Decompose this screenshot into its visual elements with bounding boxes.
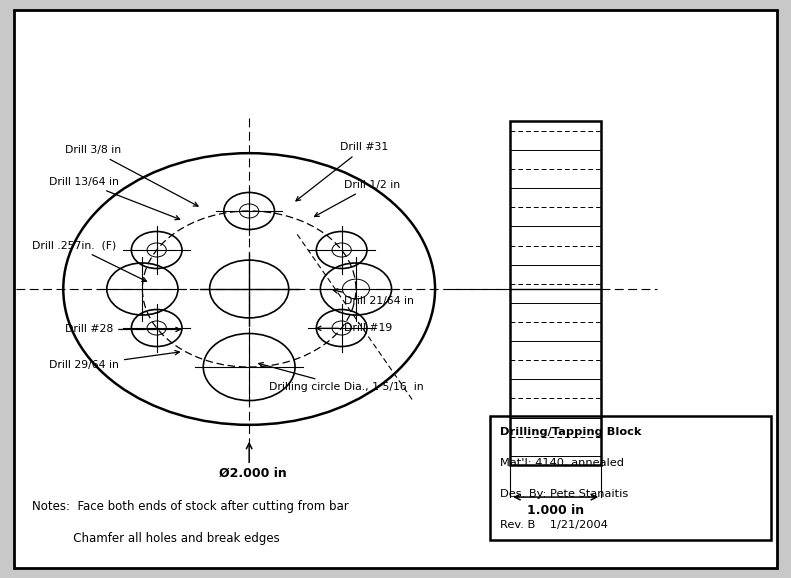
Text: Drill 13/64 in: Drill 13/64 in [49, 177, 180, 220]
Text: Drilling circle Dia., 1 5/16  in: Drilling circle Dia., 1 5/16 in [259, 362, 423, 392]
Text: 1.000 in: 1.000 in [527, 504, 585, 517]
Text: Notes:  Face both ends of stock after cutting from bar: Notes: Face both ends of stock after cut… [32, 500, 348, 513]
Bar [510, 121, 601, 465]
Text: Drill 1/2 in: Drill 1/2 in [315, 180, 400, 217]
Text: Drilling/Tapping Block: Drilling/Tapping Block [500, 427, 642, 437]
Text: Drill #19: Drill #19 [316, 323, 392, 334]
Text: Chamfer all holes and break edges: Chamfer all holes and break edges [32, 532, 279, 544]
Text: Rev. B    1/21/2004: Rev. B 1/21/2004 [500, 520, 607, 530]
Text: Drill 29/64 in: Drill 29/64 in [49, 350, 180, 370]
Bar [490, 416, 771, 540]
Text: Drill #31: Drill #31 [296, 142, 388, 201]
Text: Des. By: Pete Stanaitis: Des. By: Pete Stanaitis [500, 489, 628, 499]
Text: Drill 21/64 in: Drill 21/64 in [333, 289, 414, 306]
Text: Ø2.000 in: Ø2.000 in [219, 467, 287, 480]
Text: Drill #28: Drill #28 [65, 324, 180, 335]
Text: Drill 3/8 in: Drill 3/8 in [65, 145, 198, 206]
Text: Drill .257in.  (F): Drill .257in. (F) [32, 240, 146, 281]
Text: Mat'l: 4140, annealed: Mat'l: 4140, annealed [500, 458, 624, 468]
